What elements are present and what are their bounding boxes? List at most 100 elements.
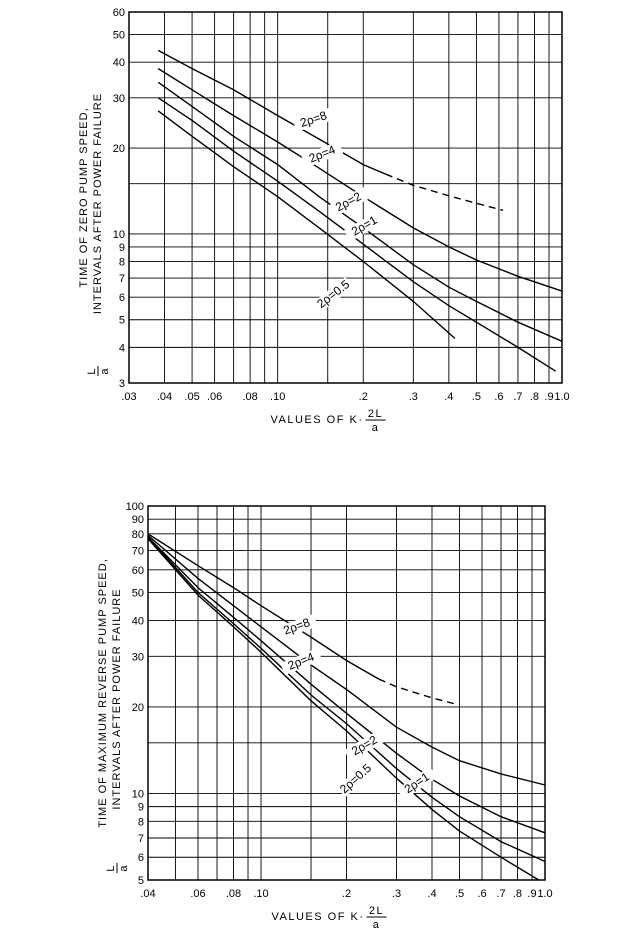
x-tick-label: .04 xyxy=(157,391,172,403)
y-tick-label: 60 xyxy=(113,7,125,19)
y-axis-fraction-denominator: a xyxy=(118,864,130,871)
x-tick-label: .9 xyxy=(527,888,536,900)
x-tick-label: .2 xyxy=(342,888,351,900)
annotation-bg xyxy=(327,187,370,218)
annotation-bg xyxy=(313,276,354,312)
y-tick-label: 5 xyxy=(119,315,125,327)
x-axis-label: VALUES OF K· xyxy=(272,911,365,923)
x-axis-label: VALUES OF K· xyxy=(271,414,364,426)
x-tick-label: .7 xyxy=(513,391,522,403)
annotation-bg xyxy=(280,648,323,676)
x-tick-label: .2 xyxy=(359,391,368,403)
x-axis-label-numerator: 2L xyxy=(368,408,383,420)
y-tick-label: 30 xyxy=(113,93,125,105)
y-tick-label: 8 xyxy=(119,257,125,269)
curve-annotation: 2ρ=4 xyxy=(307,142,338,165)
y-axis-fraction-denominator: a xyxy=(99,367,111,374)
x-tick-label: 1.0 xyxy=(537,888,552,900)
x-tick-label: .3 xyxy=(409,391,418,403)
x-tick-label: .8 xyxy=(530,391,539,403)
y-tick-label: 7 xyxy=(138,833,144,845)
curve-annotation: 2ρ=0.5 xyxy=(337,761,374,797)
y-tick-label: 90 xyxy=(132,514,144,526)
y-axis-fraction-numerator: L xyxy=(86,367,98,374)
y-tick-label: 100 xyxy=(126,501,144,513)
y-tick-label: 80 xyxy=(132,529,144,541)
curve-annotation: 2ρ=8 xyxy=(298,108,328,130)
x-tick-label: .03 xyxy=(121,391,136,403)
y-tick-label: 7 xyxy=(119,273,125,285)
x-tick-label: .08 xyxy=(226,888,241,900)
series-line-1 xyxy=(157,68,563,292)
x-tick-label: .5 xyxy=(472,391,481,403)
y-tick-label: 20 xyxy=(132,702,144,714)
x-tick-label: .08 xyxy=(242,391,257,403)
annotation-bg xyxy=(292,107,335,132)
x-tick-label: .06 xyxy=(190,888,205,900)
x-tick-label: .7 xyxy=(496,888,505,900)
x-tick-label: .10 xyxy=(253,888,268,900)
y-tick-label: 70 xyxy=(132,546,144,558)
x-tick-label: .9 xyxy=(544,391,553,403)
y-tick-label: 5 xyxy=(138,875,144,887)
y-tick-label: 10 xyxy=(113,229,125,241)
x-tick-label: 1.0 xyxy=(554,391,569,403)
x-tick-label: .3 xyxy=(392,888,401,900)
annotation-bg xyxy=(396,766,438,800)
zero-speed-chart: .03 .04 .05 .06 .08 .10 .2 .3 .4 .5 .6 .7 .8 .9 1.0 60 5… xyxy=(78,7,570,434)
x-tick-label: .4 xyxy=(444,391,453,403)
series-line-3 xyxy=(157,97,557,372)
y-axis-label-line1: TIME OF ZERO PUMP SPEED, xyxy=(78,107,90,287)
y-tick-label: 50 xyxy=(132,588,144,600)
plot-frame xyxy=(147,505,546,881)
y-tick-label: 10 xyxy=(132,788,144,800)
series-line-4 xyxy=(147,538,540,881)
x-axis-label-denominator: a xyxy=(373,919,381,931)
y-tick-label: 3 xyxy=(119,378,125,390)
y-axis-fraction-numerator: L xyxy=(105,864,117,871)
annotation-bg xyxy=(275,613,318,640)
curve-annotation: 2ρ=0.5 xyxy=(314,277,352,311)
x-axis-label-denominator: a xyxy=(372,422,380,434)
x-tick-label: .05 xyxy=(184,391,199,403)
series-line-0 xyxy=(157,49,387,175)
series-line-4 xyxy=(157,110,456,339)
series-line-1 xyxy=(147,534,546,786)
y-tick-label: 8 xyxy=(138,816,144,828)
x-tick-label: .04 xyxy=(140,888,155,900)
curve-annotation: 2ρ=4 xyxy=(286,650,317,673)
y-tick-label: 4 xyxy=(119,342,125,354)
y-tick-label: 60 xyxy=(132,565,144,577)
series-line-3 xyxy=(147,536,546,863)
y-axis-label-line2: INTERVALS AFTER POWER FAILURE xyxy=(111,588,123,809)
series-line-2 xyxy=(157,81,563,342)
y-tick-label: 6 xyxy=(138,852,144,864)
annotation-bg xyxy=(301,140,344,168)
plot-frame xyxy=(128,11,563,384)
y-tick-label: 40 xyxy=(132,615,144,627)
x-tick-label: .6 xyxy=(477,888,486,900)
x-tick-label: .06 xyxy=(207,391,222,403)
x-axis-label-numerator: 2L xyxy=(369,905,384,917)
y-tick-label: 9 xyxy=(119,242,125,254)
grid xyxy=(147,505,546,881)
series-line-2 xyxy=(147,536,546,834)
x-tick-label: .4 xyxy=(427,888,436,900)
y-axis-label-line2: INTERVALS AFTER POWER FAILURE xyxy=(92,93,104,314)
annotation-bg xyxy=(336,760,376,798)
y-tick-label: 50 xyxy=(113,30,125,42)
x-tick-label: .8 xyxy=(513,888,522,900)
annotation-bg xyxy=(343,210,386,242)
annotation-bg xyxy=(344,730,386,762)
series-line-0-extrapolated xyxy=(378,678,455,705)
series-line-0-extrapolated xyxy=(385,173,504,211)
y-tick-label: 9 xyxy=(138,802,144,814)
y-tick-label: 30 xyxy=(132,651,144,663)
y-tick-label: 6 xyxy=(119,292,125,304)
x-tick-label: .6 xyxy=(494,391,503,403)
y-axis-label-line1: TIME OF MAXIMUM REVERSE PUMP SPEED, xyxy=(97,558,109,828)
